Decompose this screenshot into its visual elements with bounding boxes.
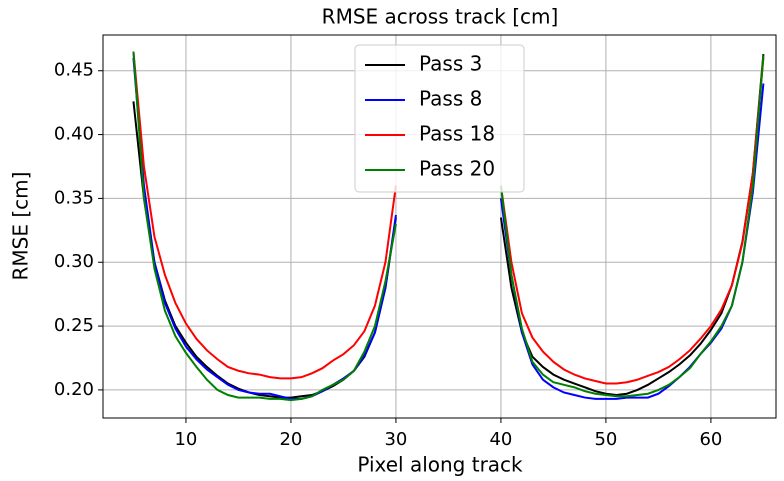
y-tick-label: 0.30: [54, 251, 94, 272]
y-tick-label: 0.35: [54, 187, 94, 208]
legend: Pass 3 Pass 8 Pass 18 Pass 20: [354, 44, 525, 193]
plot-frame: [102, 34, 777, 419]
x-tick-label: 40: [489, 429, 512, 450]
x-axis-label: Pixel along track: [357, 453, 523, 477]
legend-label: Pass 18: [419, 122, 495, 146]
y-axis-label: RMSE [cm]: [9, 172, 33, 281]
y-tick-label: 0.40: [54, 124, 94, 145]
legend-label: Pass 8: [419, 87, 482, 111]
x-tick-label: 10: [174, 429, 197, 450]
legend-label: Pass 20: [419, 157, 495, 181]
y-tick-label: 0.25: [54, 315, 94, 336]
y-tick-label: 0.45: [54, 60, 94, 81]
x-tick-label: 50: [594, 429, 617, 450]
legend-box: [354, 44, 525, 193]
y-tick-label: 0.20: [54, 379, 94, 400]
chart-title: RMSE across track [cm]: [322, 5, 559, 29]
series-line: [132, 51, 765, 402]
x-tick-label: 20: [279, 429, 302, 450]
legend-label: Pass 3: [419, 52, 482, 76]
x-tick-label: 60: [699, 429, 722, 450]
series-line: [132, 51, 765, 385]
x-tick-label: 30: [384, 429, 407, 450]
